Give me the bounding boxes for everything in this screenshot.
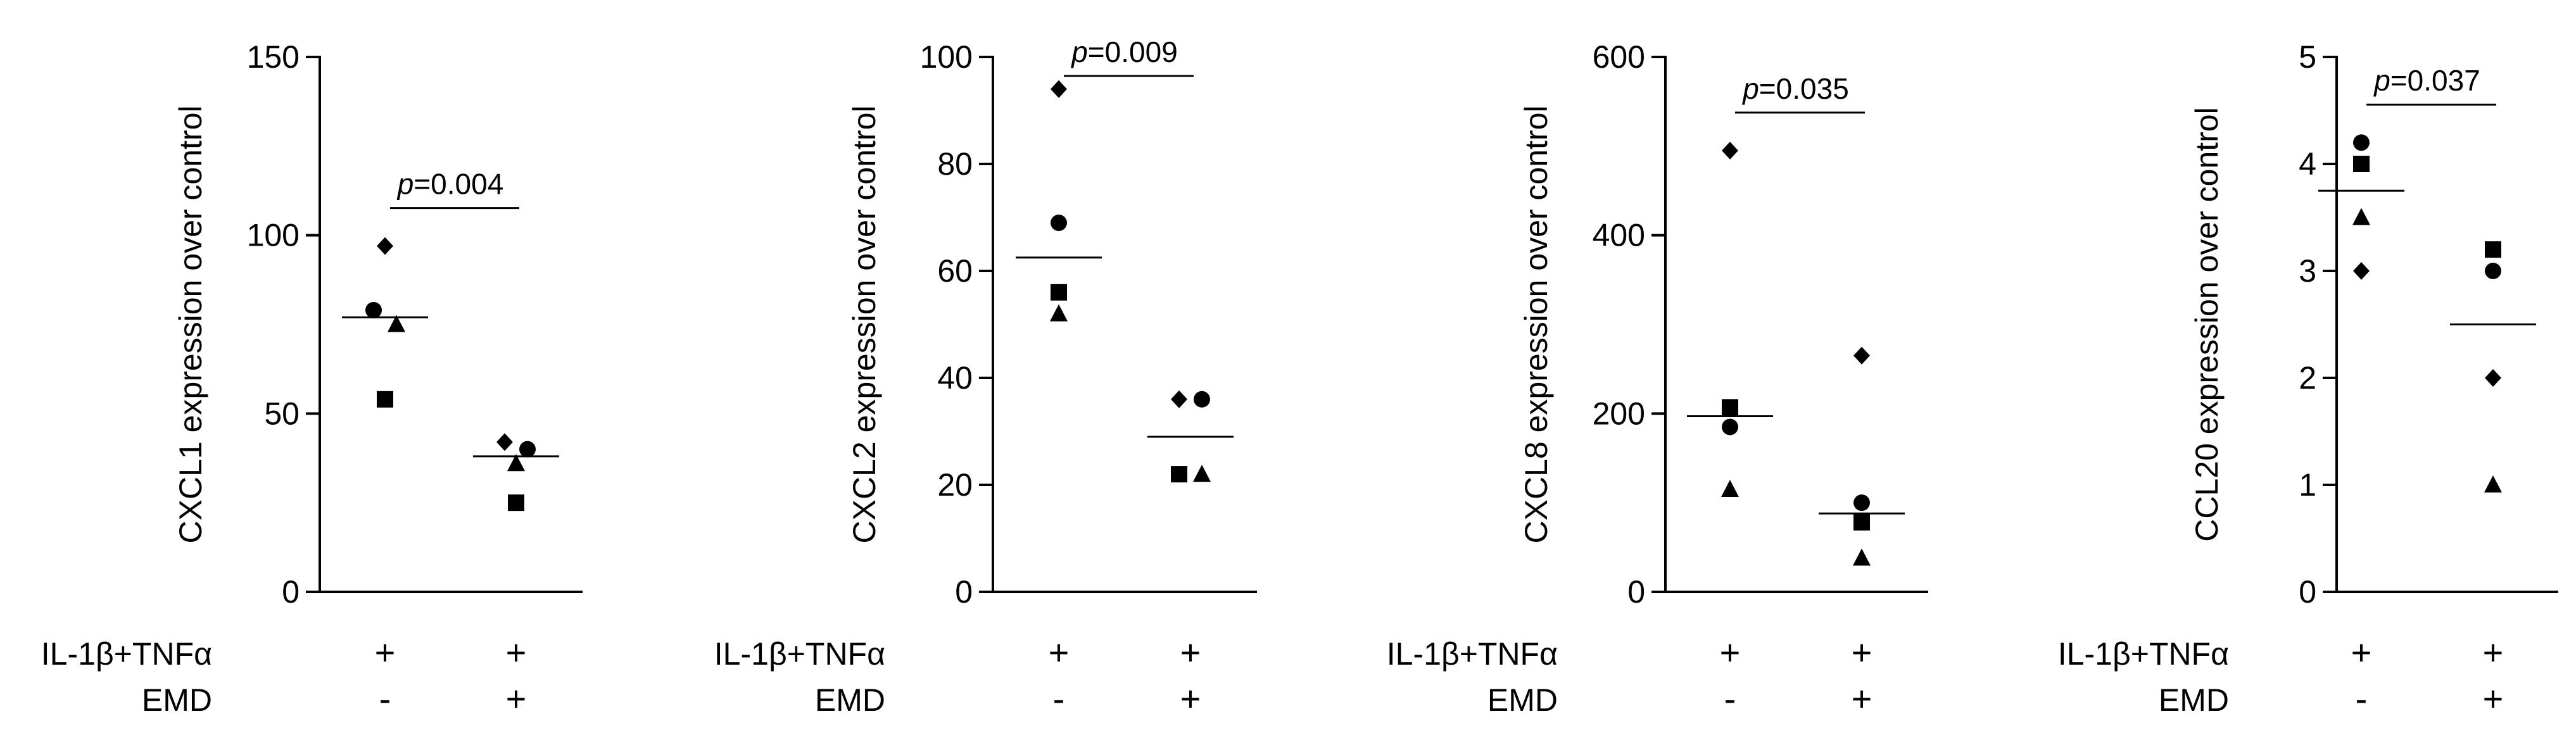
row-label-treatment: IL-1β+TNFα [714,636,885,672]
emd-sign: - [1053,679,1065,718]
emd-sign: + [2483,679,2504,718]
treatment-sign: + [1049,632,1070,672]
y-tick-label: 20 [937,467,973,503]
p-value-label: p=0.009 [1070,35,1178,68]
data-point-circle [1051,214,1067,231]
data-point-circle [2485,263,2501,279]
y-axis-label: CXCL2 expression over control [847,106,882,544]
data-point-diamond [1722,141,1738,160]
y-tick-label: 40 [937,360,973,396]
y-tick-label: 200 [1593,396,1645,431]
data-point-square [2353,156,2370,172]
panel-1: 0 50 100 150 CXCL1 expression over control + -… [41,39,583,718]
data-point-circle [1194,391,1210,408]
y-tick-label: 400 [1593,218,1645,253]
panel-3: 0 200 400 600 CXCL8 expression over control +… [1387,39,1928,718]
data-point-triangle [1721,480,1739,498]
p-value-label: p=0.037 [2373,64,2480,97]
data-point-triangle [1050,304,1068,322]
y-tick-label: 100 [920,39,973,75]
p-value-label: p=0.035 [1741,72,1849,105]
row-label-treatment: IL-1β+TNFα [1387,636,1558,672]
treatment-sign: + [375,632,396,672]
row-label-emd: EMD [815,682,885,718]
row-label-treatment: IL-1β+TNFα [41,636,212,672]
data-point-square [377,391,393,408]
treatment-sign: + [1180,632,1201,672]
data-point-diamond [1051,80,1067,98]
data-point-square [508,494,524,511]
data-point-triangle [2352,208,2370,225]
y-tick-label: 1 [2299,467,2316,503]
data-point-diamond [1171,390,1187,408]
row-label-emd: EMD [2159,682,2229,718]
emd-sign: - [1724,679,1736,718]
y-tick-label: 4 [2299,146,2316,182]
y-tick-label: 600 [1593,39,1645,75]
data-point-triangle [388,315,405,332]
treatment-sign: + [1720,632,1741,672]
data-point-diamond [1853,346,1870,365]
data-point-diamond [2353,262,2370,280]
y-tick-label: 0 [955,574,973,610]
treatment-sign: + [506,632,527,672]
data-point-diamond [496,433,513,451]
row-label-emd: EMD [1487,682,1558,718]
data-point-square [2485,241,2501,258]
data-point-triangle [1853,548,1871,566]
y-axis-label: CXCL8 expression over control [1518,106,1554,544]
data-point-circle [1853,494,1870,511]
y-tick-label: 0 [1627,574,1645,610]
y-tick-label: 80 [937,146,973,182]
treatment-sign: + [1852,632,1872,672]
data-point-diamond [2485,369,2501,387]
data-point-circle [2353,134,2370,151]
y-tick-label: 100 [247,218,300,253]
emd-sign: + [1180,679,1201,718]
data-point-square [1722,399,1738,416]
y-tick-label: 2 [2299,360,2316,396]
data-point-circle [365,301,382,318]
panel-2: 0 20 40 60 80 100 CXCL2 expression over contro… [714,35,1257,718]
p-value-label: p=0.004 [396,168,504,201]
y-tick-label: 50 [264,396,300,431]
data-point-circle [1722,418,1738,436]
y-tick-label: 0 [282,574,300,610]
panel-4: 0 1 2 3 4 5 CCL20 expression over control + - + + p… [2058,39,2558,718]
data-point-triangle [1193,465,1211,482]
data-point-square [1853,514,1870,531]
data-point-square [1171,466,1187,483]
y-tick-label: 60 [937,253,973,289]
emd-sign: - [379,679,391,718]
emd-sign: - [2356,679,2368,718]
data-point-diamond [377,237,393,255]
row-label-emd: EMD [142,682,212,718]
row-label-treatment: IL-1β+TNFα [2058,636,2229,672]
y-tick-label: 150 [247,39,300,75]
y-tick-label: 3 [2299,253,2316,289]
data-point-triangle [507,454,525,472]
treatment-sign: + [2351,632,2372,672]
y-tick-label: 5 [2299,39,2316,75]
data-point-triangle [2484,475,2502,492]
y-axis-label: CXCL1 expression over control [173,106,208,544]
y-axis-label: CCL20 expression over control [2189,107,2225,541]
y-tick-label: 0 [2299,574,2316,610]
treatment-sign: + [2483,632,2504,672]
emd-sign: + [1852,679,1872,718]
data-point-circle [519,441,536,458]
emd-sign: + [506,679,527,718]
data-point-square [1051,284,1067,301]
